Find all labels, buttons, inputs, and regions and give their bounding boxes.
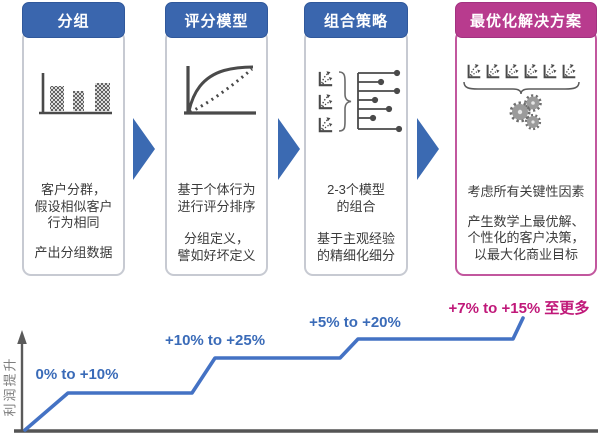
stage-description: 2-3个模型 的组合 基于主观经验 的精细化细分 (306, 182, 406, 277)
desc-paragraph: 产出分组数据 (34, 244, 113, 260)
stage-header-scoring: 评分模型 (165, 2, 268, 38)
clustered-bars-icon (32, 70, 114, 123)
desc-paragraph: 产生数学上最优解、 个性化的客户决策， 以最大化商业目标 (467, 213, 585, 262)
profit-step-line (23, 316, 525, 432)
stage-card-optimization: 最优化解决方案 (455, 2, 597, 278)
y-axis-label: 利润提升 (2, 356, 18, 417)
desc-paragraph: 基于个体行为 进行评分排序 (177, 182, 256, 214)
gears-icon (509, 94, 542, 131)
stage-description: 考虑所有关键性因素 产生数学上最优解、 个性化的客户决策， 以最大化商业目标 (457, 184, 595, 276)
stage-card-scoring: 评分模型 基于个体行为 进行评分排序 分组定义， 譬如好坏定义 (165, 2, 268, 278)
card-body (304, 30, 408, 276)
stage-description: 基于个体行为 进行评分排序 分组定义， 譬如好坏定义 (167, 182, 266, 277)
card-body (22, 30, 125, 276)
stage-card-grouping: 分组 客户分群， 假设相似客户 行为相同 产出分组数据 (22, 2, 125, 278)
stage-header-combination: 组合策略 (304, 2, 408, 38)
stage-title: 评分模型 (184, 12, 249, 30)
flow-arrow-icon (278, 118, 300, 180)
score-curve-icon (179, 62, 259, 125)
desc-paragraph: 基于主观经验 的精细化细分 (316, 231, 395, 263)
uplift-label-1: 0% to +10% (35, 366, 119, 383)
stage-title: 分组 (57, 12, 90, 30)
desc-paragraph: 分组定义， 譬如好坏定义 (177, 231, 256, 263)
flow-arrow-icon (417, 118, 439, 180)
stage-description: 客户分群， 假设相似客户 行为相同 产出分组数据 (24, 182, 123, 274)
stage-title: 最优化解决方案 (469, 12, 582, 30)
desc-paragraph: 2-3个模型 的组合 (327, 182, 385, 214)
stage-header-optimization: 最优化解决方案 (455, 2, 597, 38)
desc-paragraph: 考虑所有关键性因素 (467, 184, 585, 199)
uplift-label-4: +7% to +15% 至更多 (448, 300, 590, 317)
stage-card-combination: 组合策略 2-3个 (304, 2, 408, 278)
uplift-label-2: +10% to +25% (164, 332, 266, 349)
y-axis-arrow-icon (17, 330, 27, 344)
underbrace-icon (463, 81, 580, 95)
chart-svg (14, 316, 598, 433)
uplift-label-3: +5% to +20% (309, 314, 401, 331)
stage-header-grouping: 分组 (22, 2, 125, 38)
desc-paragraph: 客户分群， 假设相似客户 行为相同 (34, 182, 113, 230)
brace-icon (338, 71, 352, 132)
profit-uplift-chart: 0% to +10% +10% to +25% +5% to +20% +7% … (0, 290, 600, 447)
stage-title: 组合策略 (323, 12, 388, 30)
model-combination-tree-icon (308, 68, 404, 141)
card-body (165, 30, 268, 276)
models-brace-gears-icon (461, 60, 591, 137)
flow-arrow-icon (133, 118, 155, 180)
